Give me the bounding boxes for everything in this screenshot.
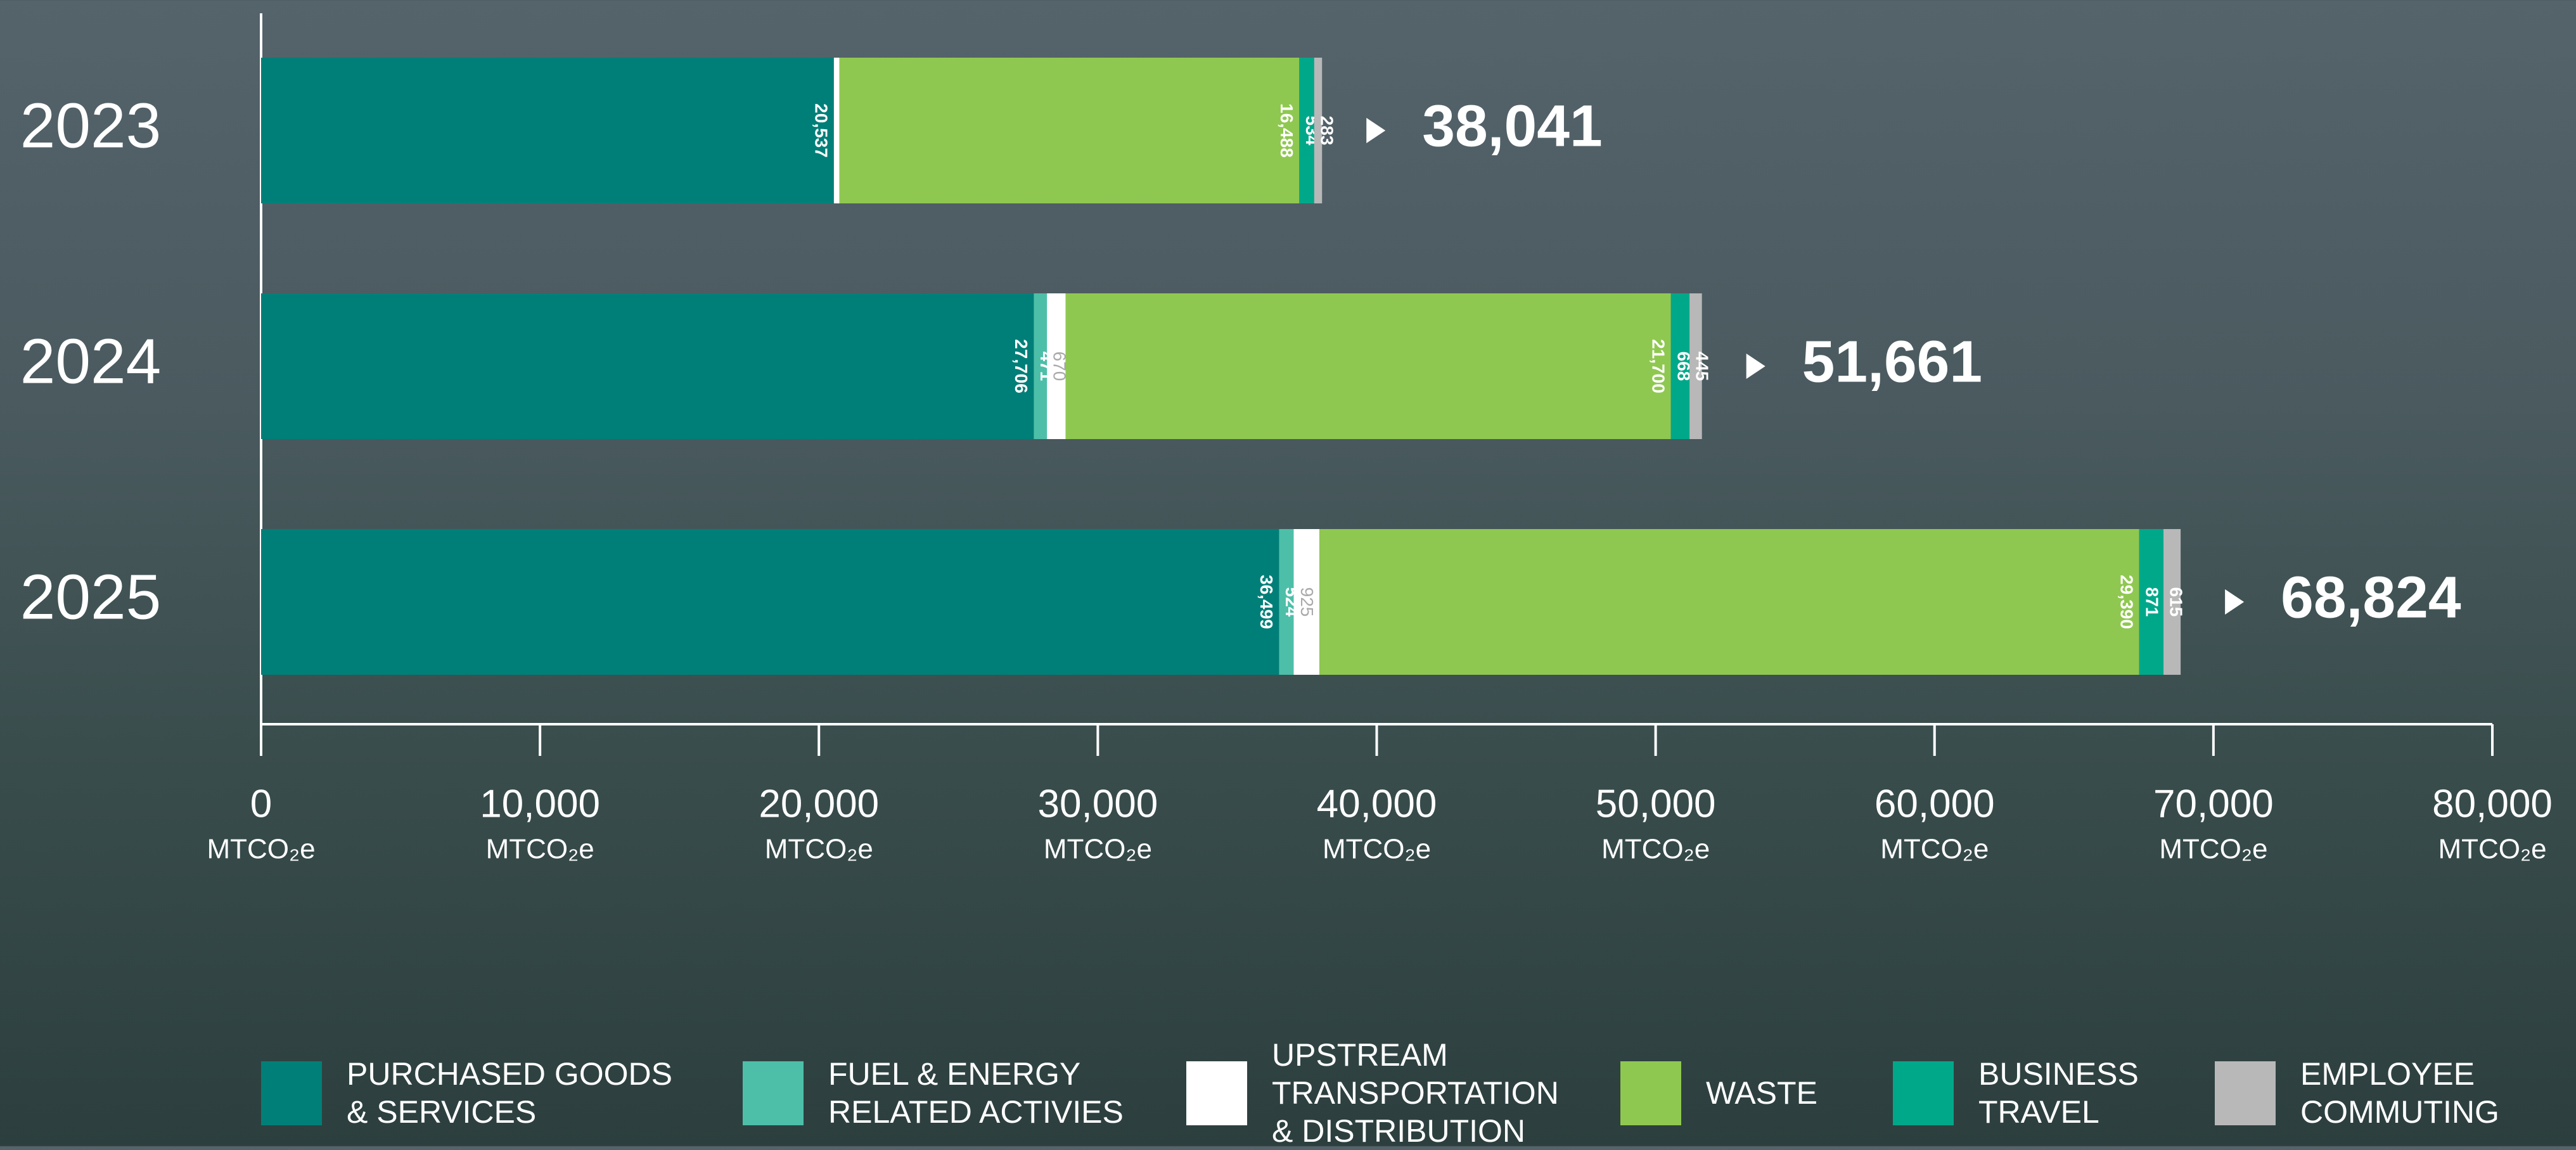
segment-label: 283 — [1317, 116, 1336, 146]
page: 0 MTCO₂e 10,000 MTCO₂e 20,000 MTCO₂e 30,000 MTC… — [0, 0, 2576, 1146]
segment-label: 27,706 — [1011, 339, 1031, 393]
x-tick-label: 80,000 — [2432, 782, 2553, 826]
chart: 0 MTCO₂e 10,000 MTCO₂e 20,000 MTCO₂e 30,000 MTC… — [0, 0, 2576, 1146]
x-tick-label: 70,000 — [2153, 782, 2274, 826]
segment-label: 871 — [2142, 587, 2162, 617]
total-arrow — [1366, 118, 1385, 143]
x-unit-label: MTCO₂e — [1880, 834, 1989, 865]
x-tick-label: 60,000 — [1874, 782, 1995, 826]
bar-segment — [840, 58, 1300, 203]
total-label: 68,824 — [2281, 565, 2461, 630]
bar-segment — [261, 293, 1034, 439]
segment-label: 16,488 — [1277, 103, 1297, 158]
x-tick-label: 40,000 — [1317, 782, 1437, 826]
category-label: 2024 — [20, 326, 161, 397]
category-label: 2025 — [20, 561, 161, 632]
segment-label: 925 — [1297, 587, 1317, 617]
bar-segment — [261, 58, 834, 203]
total-label: 38,041 — [1422, 93, 1602, 159]
x-unit-label: MTCO₂e — [2438, 834, 2546, 865]
segment-label: 29,390 — [2117, 575, 2136, 629]
bar-segment — [1066, 293, 1671, 439]
total-arrow — [1746, 354, 1765, 379]
x-unit-label: MTCO₂e — [207, 834, 315, 865]
bar-segment — [1319, 529, 2139, 675]
x-tick-label: 50,000 — [1596, 782, 1716, 826]
category-label: 2023 — [20, 90, 161, 161]
x-tick-label: 0 — [250, 782, 272, 826]
x-tick-label: 20,000 — [759, 782, 879, 826]
x-tick-label: 30,000 — [1038, 782, 1158, 826]
total-label: 51,661 — [1802, 329, 1982, 395]
x-unit-label: MTCO₂e — [1323, 834, 1431, 865]
x-unit-label: MTCO₂e — [1601, 834, 1710, 865]
segment-label: 21,700 — [1648, 339, 1668, 393]
segment-label: 36,499 — [1257, 575, 1276, 629]
bar-segment — [261, 529, 1279, 675]
segment-label: 615 — [2167, 587, 2186, 617]
x-tick-label: 10,000 — [480, 782, 600, 826]
total-arrow — [2225, 589, 2244, 615]
x-unit-label: MTCO₂e — [486, 834, 594, 865]
x-unit-label: MTCO₂e — [2159, 834, 2267, 865]
x-unit-label: MTCO₂e — [1044, 834, 1152, 865]
segment-label: 20,537 — [811, 103, 831, 158]
segment-label: 445 — [1693, 352, 1712, 381]
x-unit-label: MTCO₂e — [765, 834, 873, 865]
